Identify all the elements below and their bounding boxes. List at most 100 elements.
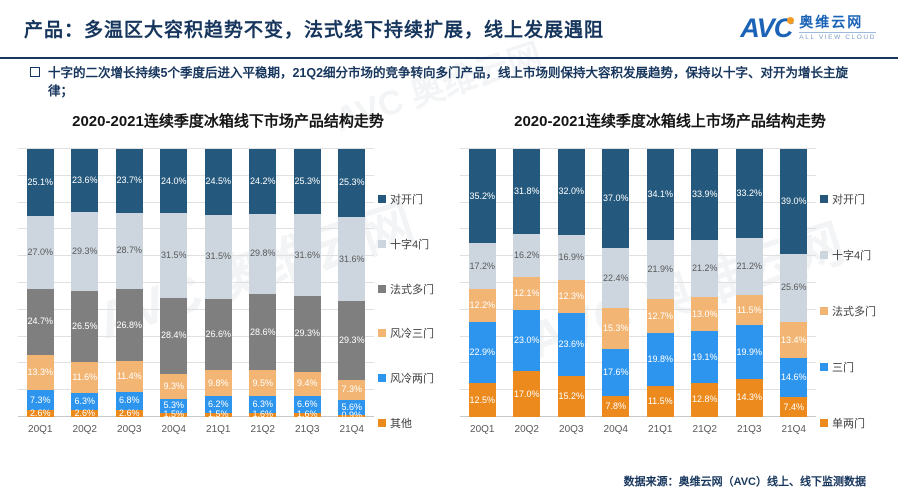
- logo-tagline: ALL VIEW CLOUD: [799, 33, 876, 41]
- bar-segment-对开门: 34.1%: [646, 149, 674, 241]
- bar-segment-法式多门: 24.7%: [26, 288, 54, 355]
- bar-21Q3: 25.3% 31.6% 29.3% 9.4% 6.6% 1.6% 21Q3: [287, 149, 327, 441]
- bar-21Q4: 39.0% 25.6% 13.4% 14.6% 7.4% 21Q4: [774, 149, 814, 441]
- bar-segment-风冷三门: 7.3%: [338, 380, 366, 400]
- category-label: 20Q2: [72, 423, 97, 435]
- value-label: 12.5%: [469, 394, 496, 405]
- bar-stack: 33.2% 21.2% 11.5% 19.9% 14.3%: [735, 149, 763, 417]
- gridline: [18, 255, 374, 257]
- category-label: 21Q1: [648, 423, 673, 435]
- value-label: 28.7%: [116, 245, 143, 256]
- square-bullet-icon: [30, 67, 40, 77]
- value-label: 24.2%: [249, 175, 276, 186]
- value-label: 31.6%: [338, 253, 365, 264]
- legend-marker-icon: [378, 195, 386, 203]
- bar-20Q3: 23.7% 28.7% 26.8% 11.4% 6.8% 2.6% 20Q3: [109, 149, 149, 441]
- bar-segment-对开门: 25.1%: [26, 149, 54, 217]
- value-label: 21.9%: [647, 264, 674, 275]
- bar-segment-风冷两门: 6.6%: [293, 395, 321, 413]
- value-label: 15.2%: [558, 391, 585, 402]
- bar-stack: 24.2% 29.8% 28.6% 9.5% 6.3% 1.6%: [249, 149, 277, 419]
- gridline: [18, 148, 374, 149]
- gridline: [18, 362, 374, 364]
- bar-segment-风冷两门: 6.8%: [115, 391, 143, 410]
- value-label: 13.0%: [691, 308, 718, 319]
- value-label: 22.4%: [602, 272, 629, 283]
- value-label: 6.6%: [296, 398, 318, 409]
- bar-stack: 24.0% 31.5% 28.4% 9.3% 5.3% 1.5%: [160, 149, 188, 420]
- bar-segment-十字4门: 28.7%: [115, 212, 143, 290]
- category-label: 21Q4: [781, 423, 806, 435]
- value-label: 39.0%: [780, 195, 807, 206]
- gridline: [18, 335, 374, 337]
- bar-segment-对开门: 25.3%: [293, 149, 321, 215]
- value-label: 11.6%: [72, 372, 98, 383]
- value-label: 0.9%: [341, 410, 362, 421]
- bar-stack: 32.0% 16.9% 12.3% 23.6% 15.2%: [557, 149, 585, 417]
- gridline: [460, 201, 816, 203]
- bar-segment-单两门: 15.2%: [557, 376, 585, 417]
- value-label: 25.1%: [27, 177, 54, 188]
- value-label: 7.4%: [783, 401, 804, 412]
- value-label: 24.0%: [160, 175, 187, 186]
- value-label: 2.6%: [74, 407, 95, 418]
- legend: 对开门 十字4门 法式多门 风冷三门 风冷两门 其他: [376, 141, 442, 441]
- legend-label: 对开门: [832, 194, 865, 206]
- bar-segment-十字4门: 21.2%: [691, 239, 719, 297]
- bar-21Q2: 33.9% 21.2% 13.0% 19.1% 12.8% 21Q2: [685, 149, 725, 441]
- legend-label: 对开门: [390, 194, 423, 206]
- legend-item-对开门: 对开门: [378, 191, 442, 207]
- value-label: 23.7%: [116, 175, 143, 186]
- value-label: 26.5%: [71, 320, 98, 331]
- value-label: 31.5%: [205, 251, 232, 262]
- plot-area: 25.1% 27.0% 24.7% 13.3% 7.3% 2.6% 20Q1 23.6% 29.…: [14, 141, 376, 441]
- category-label: 21Q1: [206, 423, 231, 435]
- gridline: [460, 255, 816, 257]
- gridlines: [460, 148, 816, 417]
- legend-marker-icon: [820, 307, 828, 315]
- bar-21Q2: 24.2% 29.8% 28.6% 9.5% 6.3% 1.6% 21Q2: [243, 149, 283, 441]
- data-source-note: 数据来源：奥维云网（AVC）线上、线下监测数据: [623, 476, 866, 488]
- legend-item-十字4门: 十字4门: [378, 236, 442, 252]
- category-label: 21Q3: [737, 423, 762, 435]
- bar-21Q1: 24.5% 31.5% 26.6% 9.8% 6.2% 1.5% 21Q1: [198, 149, 238, 441]
- legend-item-风冷两门: 风冷两门: [378, 370, 442, 386]
- value-label: 33.9%: [691, 188, 718, 199]
- legend-marker-icon: [378, 329, 386, 338]
- value-label: 26.6%: [205, 329, 232, 340]
- bar-segment-十字4门: 25.6%: [780, 253, 808, 323]
- value-label: 7.3%: [341, 384, 362, 395]
- legend-item-十字4门: 十字4门: [820, 247, 884, 263]
- legend-label: 法式多门: [390, 283, 434, 296]
- bar-segment-风冷三门: 11.6%: [71, 361, 99, 394]
- bar-segment-十字4门: 16.9%: [557, 234, 585, 281]
- bar-20Q2: 31.8% 16.2% 12.1% 23.0% 17.0% 20Q2: [507, 149, 547, 441]
- bar-segment-十字4门: 31.5%: [160, 213, 188, 298]
- gridline: [460, 228, 816, 230]
- bar-stack: 39.0% 25.6% 13.4% 14.6% 7.4%: [780, 149, 808, 417]
- bar-stack: 33.9% 21.2% 13.0% 19.1% 12.8%: [691, 149, 719, 417]
- value-label: 12.8%: [691, 394, 718, 405]
- value-label: 28.6%: [249, 326, 276, 337]
- value-label: 9.4%: [296, 378, 318, 389]
- legend-marker-icon: [378, 418, 386, 427]
- avc-logo: AVC 奥维云网 ALL VIEW CLOUD: [740, 13, 876, 44]
- bar-20Q2: 23.6% 29.3% 26.5% 11.6% 6.3% 2.6% 20Q2: [65, 149, 105, 441]
- gridline: [460, 148, 816, 149]
- value-label: 11.5%: [647, 396, 673, 407]
- bars: 35.2% 17.2% 12.2% 22.9% 12.5% 20Q1 31.8% 16.2% 1…: [460, 149, 816, 441]
- bar-segment-三门: 22.9%: [468, 322, 496, 384]
- bar-segment-对开门: 33.9%: [691, 149, 719, 240]
- chart-offline-market: 2020-2021连续季度冰箱线下市场产品结构走势 25.1% 27.0% 24.7…: [14, 106, 442, 441]
- plot-area: 35.2% 17.2% 12.2% 22.9% 12.5% 20Q1 31.8% 16.2% 1…: [456, 141, 818, 441]
- legend-marker-icon: [820, 251, 828, 259]
- value-label: 23.6%: [71, 175, 98, 186]
- bar-20Q4: 24.0% 31.5% 28.4% 9.3% 5.3% 1.5% 20Q4: [154, 149, 194, 441]
- value-label: 1.5%: [163, 409, 184, 420]
- value-label: 1.6%: [296, 409, 318, 420]
- bar-segment-十字4门: 22.4%: [602, 248, 630, 309]
- bar-stack: 31.8% 16.2% 12.1% 23.0% 17.0%: [513, 149, 541, 417]
- bar-segment-法式多门: 15.3%: [602, 308, 630, 349]
- chart-online-market: 2020-2021连续季度冰箱线上市场产品结构走势 35.2% 17.2% 12.2…: [456, 106, 884, 441]
- bar-segment-其他: 1.6%: [293, 409, 321, 420]
